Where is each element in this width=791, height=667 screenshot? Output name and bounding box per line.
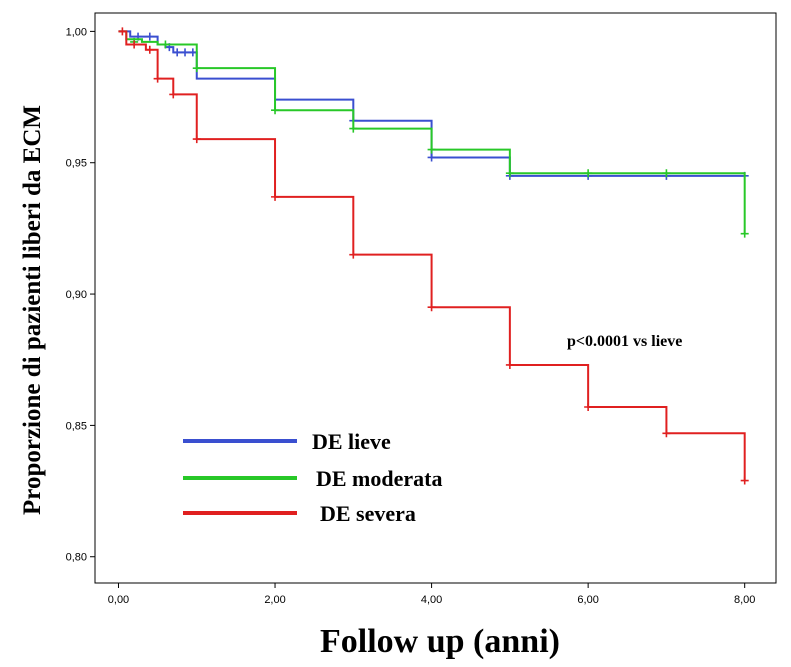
censor-mark-de-lieve xyxy=(173,48,182,57)
censor-mark-de-severa xyxy=(145,45,154,54)
legend-label-de-severa: DE severa xyxy=(320,501,416,526)
y-tick-label: 0,80 xyxy=(66,552,87,564)
y-axis: 0,80 0,85 0,90 0,95 1,00 xyxy=(66,26,95,564)
x-axis-title: Follow up (anni) xyxy=(320,623,560,660)
censor-mark-de-moderata xyxy=(505,169,514,178)
censor-mark-de-moderata xyxy=(161,40,170,49)
legend-label-de-moderata: DE moderata xyxy=(316,466,442,491)
censor-mark-de-severa xyxy=(505,360,514,369)
censor-mark-de-lieve xyxy=(181,48,190,57)
legend-label-de-lieve: DE lieve xyxy=(312,429,391,454)
x-tick-label: 8,00 xyxy=(734,594,755,606)
censor-mark-de-severa xyxy=(169,90,178,99)
censor-mark-de-lieve xyxy=(145,32,154,41)
censor-mark-de-severa xyxy=(584,403,593,412)
p-value-annotation: p<0.0001 vs lieve xyxy=(567,333,682,350)
censor-mark-de-severa xyxy=(662,429,671,438)
series-line-de-severa xyxy=(118,30,746,481)
y-tick-label: 0,90 xyxy=(66,289,87,301)
censor-mark-de-moderata xyxy=(349,124,358,133)
censor-mark-de-severa xyxy=(192,135,201,144)
x-tick-label: 6,00 xyxy=(577,594,598,606)
x-tick-label: 0,00 xyxy=(108,594,129,606)
censor-mark-de-severa xyxy=(740,476,749,485)
censor-mark-de-lieve xyxy=(427,153,436,162)
censor-mark-de-moderata xyxy=(427,145,436,154)
censor-mark-de-severa xyxy=(349,250,358,259)
censor-mark-de-lieve xyxy=(188,48,197,57)
censor-mark-de-moderata xyxy=(271,106,280,115)
plot-frame xyxy=(94,12,777,584)
x-tick-label: 4,00 xyxy=(421,594,442,606)
censor-mark-de-severa xyxy=(118,27,127,36)
censor-mark-de-severa xyxy=(130,40,139,49)
y-tick-label: 0,95 xyxy=(66,158,87,170)
x-tick-label: 2,00 xyxy=(264,594,285,606)
censor-mark-de-moderata xyxy=(192,64,201,73)
y-tick-label: 1,00 xyxy=(66,26,87,38)
y-tick-label: 0,85 xyxy=(66,420,87,432)
censor-mark-de-severa xyxy=(153,74,162,83)
series-line-de-moderata xyxy=(118,30,746,234)
x-axis: 0,00 2,00 4,00 6,00 8,00 xyxy=(108,583,755,606)
censor-mark-de-severa xyxy=(427,303,436,312)
censor-mark-de-moderata xyxy=(662,169,671,178)
series-layer xyxy=(118,27,749,485)
censor-mark-de-moderata xyxy=(584,169,593,178)
censor-mark-de-moderata xyxy=(740,229,749,238)
y-axis-title: Proporzione di pazienti liberi da ECM xyxy=(19,105,46,515)
legend: DE lieve DE moderata DE severa xyxy=(183,429,442,526)
censor-mark-de-severa xyxy=(271,192,280,201)
